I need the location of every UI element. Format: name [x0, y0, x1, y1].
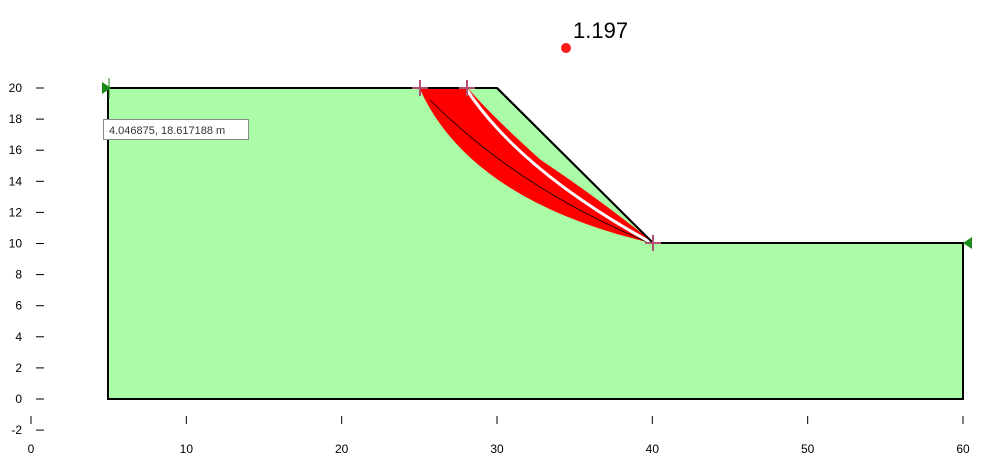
axes: 0 10 20 30 40 50 60 -2 0 2 4 6 8 10 12 14 16 18 20	[9, 81, 970, 456]
y-tick-label: 20	[9, 81, 23, 95]
critical-surface	[465, 89, 651, 244]
y-tick-label: 12	[9, 205, 23, 219]
y-tick-label: 8	[15, 268, 22, 282]
y-tick-label: 0	[15, 392, 22, 406]
boundary-marker	[963, 237, 972, 249]
factor-of-safety: 1.197	[573, 18, 628, 43]
y-tick-label: 6	[15, 299, 22, 313]
y-tick-label: 4	[15, 330, 22, 344]
y-tick-label: -2	[11, 423, 22, 437]
slope-face	[496, 87, 654, 244]
boundary-marker	[102, 82, 111, 94]
tooltip-text: 4.046875, 18.617188 m	[109, 125, 225, 137]
x-tick-label: 30	[490, 442, 504, 456]
tooltip-box	[103, 119, 249, 140]
y-tick-label: 10	[9, 237, 23, 251]
x-tick-label: 40	[646, 442, 660, 456]
x-tick-label: 60	[956, 442, 970, 456]
x-tick-label: 20	[335, 442, 349, 456]
x-tick-label: 0	[28, 442, 35, 456]
y-tick-label: 2	[15, 361, 22, 375]
slip-center[interactable]	[561, 43, 571, 53]
x-tick-label: 50	[801, 442, 815, 456]
markers	[412, 80, 661, 251]
y-tick-label: 18	[9, 112, 23, 126]
x-tick-label: 10	[180, 442, 194, 456]
y-tick-label: 14	[9, 174, 23, 188]
y-tick-label: 16	[9, 143, 23, 157]
slip-line	[429, 99, 651, 244]
